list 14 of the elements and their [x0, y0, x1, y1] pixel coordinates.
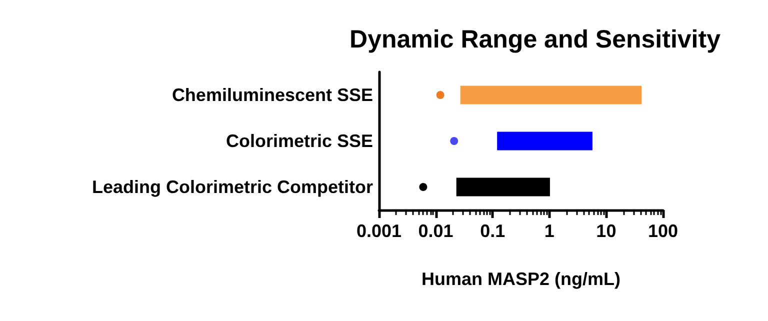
x-tick-label: 0.001: [356, 221, 402, 241]
x-tick-label: 0.01: [418, 221, 454, 241]
x-axis-title: Human MASP2 (ng/mL): [421, 269, 621, 289]
x-tick-label: 0.1: [480, 221, 506, 241]
y-tick-label: Chemiluminescent SSE: [172, 85, 373, 105]
x-tick-label: 1: [544, 221, 554, 241]
x-tick-label: 10: [596, 221, 616, 241]
y-tick-label: Leading Colorimetric Competitor: [92, 177, 373, 197]
chart-title: Dynamic Range and Sensitivity: [350, 26, 721, 54]
y-tick-label: Colorimetric SSE: [226, 131, 373, 151]
bar: [456, 178, 550, 196]
bar: [460, 86, 642, 104]
bar: [497, 132, 592, 150]
x-tick-label: 100: [648, 221, 678, 241]
